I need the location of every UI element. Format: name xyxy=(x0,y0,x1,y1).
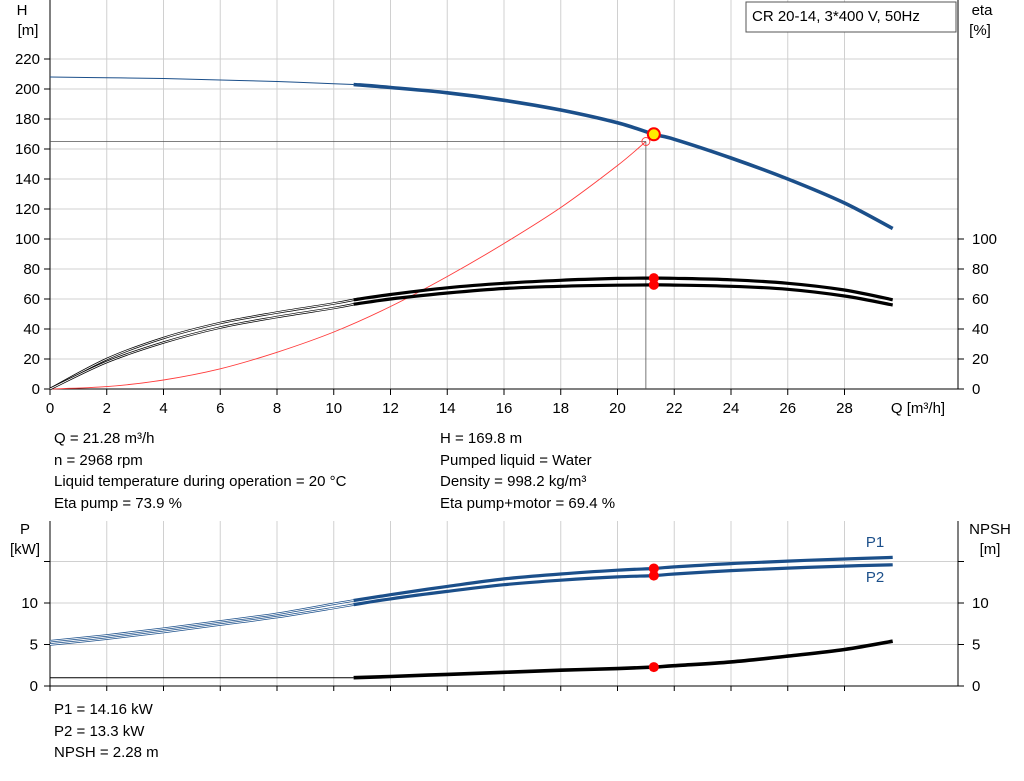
info-npsh: NPSH = 2.28 m xyxy=(54,744,159,761)
eta-tick-label-5: 100 xyxy=(972,231,997,248)
h-tick-label-2: 40 xyxy=(23,321,40,338)
p2-curve-thin-inner xyxy=(49,604,354,645)
info-density: Density = 998.2 kg/m³ xyxy=(440,473,587,490)
bottom-chart-grid xyxy=(50,521,958,686)
x-tick-label-11: 22 xyxy=(666,400,683,417)
bottom-chart-ticks: 0 5 10 0 5 10 xyxy=(21,561,989,695)
x-tick-label-7: 14 xyxy=(439,400,456,417)
reference-point-marker xyxy=(641,137,651,146)
h-tick-label-9: 180 xyxy=(15,111,40,128)
info-eta-pump: Eta pump = 73.9 % xyxy=(54,494,182,512)
info-speed: n = 2968 rpm xyxy=(54,451,143,469)
eta-tick-label-3: 60 xyxy=(972,291,989,308)
x-tick-label-8: 16 xyxy=(496,400,513,417)
bottom-ylabel-right-1: NPSH xyxy=(969,521,1011,538)
p1-duty-marker xyxy=(648,563,659,574)
p-tick-label-1: 5 xyxy=(30,637,38,654)
npsh-duty-marker xyxy=(648,662,659,673)
head-curve-thin xyxy=(49,76,354,85)
eta-pump-curve-thick xyxy=(353,276,894,302)
info-bottom: P1 = 14.16 kW P2 = 13.3 kW NPSH = 2.28 m xyxy=(54,699,159,764)
top-ylabel-right-2: [%] xyxy=(969,22,991,39)
p1-curve-thin-inner xyxy=(49,600,354,642)
info-p2: P2 = 13.3 kW xyxy=(54,722,145,740)
info-flow: Q = 21.28 m³/h xyxy=(54,430,155,447)
top-chart-ticks: 0 2 4 6 8 10 12 14 16 18 20 22 24 26 28020406080100120… xyxy=(15,51,997,417)
x-tick-label-1: 2 xyxy=(103,400,111,417)
info-pumped-liquid: Pumped liquid = Water xyxy=(440,451,592,469)
h-tick-label-11: 220 xyxy=(15,51,40,68)
top-chart-curves xyxy=(49,76,894,391)
top-ylabel-left-1: H xyxy=(17,2,28,19)
x-tick-label-4: 8 xyxy=(273,400,281,417)
info-top-right: H = 169.8 m Pumped liquid = Water Densit… xyxy=(440,428,615,514)
info-head: H = 169.8 m xyxy=(440,430,523,447)
h-tick-label-0: 0 xyxy=(32,381,40,398)
info-top-left: Q = 21.28 m³/h n = 2968 rpm Liquid tempe… xyxy=(54,428,346,514)
p1-curve-thick xyxy=(353,555,893,603)
info-liquid-temperature: Liquid temperature during operation = 20… xyxy=(54,473,347,490)
h-tick-label-8: 160 xyxy=(15,141,40,158)
x-tick-label-3: 6 xyxy=(216,400,224,417)
h-tick-label-4: 80 xyxy=(23,261,40,278)
npsh-tick-label-0: 0 xyxy=(972,678,980,695)
h-tick-label-5: 100 xyxy=(15,231,40,248)
head-duty-marker xyxy=(646,127,661,142)
legend-box-text: CR 20-14, 3*400 V, 50Hz xyxy=(752,8,920,25)
duty-point-markers xyxy=(646,127,661,673)
bottom-ylabel-left-2: [kW] xyxy=(10,541,40,558)
npsh-tick-label-2: 10 xyxy=(972,595,989,612)
h-tick-label-7: 140 xyxy=(15,171,40,188)
eta-pump-motor-curve-thick xyxy=(353,283,893,307)
x-tick-label-13: 26 xyxy=(779,400,796,417)
bottom-chart-curves xyxy=(49,555,894,680)
x-tick-label-10: 20 xyxy=(609,400,626,417)
x-tick-label-14: 28 xyxy=(836,400,853,417)
system-curve xyxy=(49,141,647,390)
bottom-ylabel-left-1: P xyxy=(20,521,30,538)
h-tick-label-6: 120 xyxy=(15,201,40,218)
x-tick-label-6: 12 xyxy=(382,400,399,417)
p1-curve-thin-outer xyxy=(49,599,354,643)
x-tick-label-12: 24 xyxy=(723,400,740,417)
eta-tick-label-1: 20 xyxy=(972,351,989,368)
npsh-curve-thick xyxy=(353,639,894,680)
p1-series-label: P1 xyxy=(866,534,884,551)
top-chart-grid xyxy=(50,0,958,389)
p2-curve-thick xyxy=(353,563,893,607)
bottom-ylabel-right-2: [m] xyxy=(980,541,1001,558)
h-tick-label-3: 60 xyxy=(23,291,40,308)
p2-duty-marker xyxy=(648,570,659,581)
top-ylabel-left-2: [m] xyxy=(18,22,39,39)
x-tick-label-5: 10 xyxy=(325,400,342,417)
eta-tick-label-4: 80 xyxy=(972,261,989,278)
legend-box: CR 20-14, 3*400 V, 50Hz xyxy=(745,1,957,33)
eta-pump-motor-curve-thin-outer xyxy=(49,303,354,391)
top-xlabel: Q [m³/h] xyxy=(891,400,945,417)
p-tick-label-2: 10 xyxy=(21,595,38,612)
x-tick-label-2: 4 xyxy=(159,400,167,417)
head-curve-thick xyxy=(353,82,894,231)
eta-tick-label-2: 40 xyxy=(972,321,989,338)
eta-pump-motor-duty-marker xyxy=(648,279,659,290)
npsh-tick-label-1: 5 xyxy=(972,637,980,654)
p-tick-label-0: 0 xyxy=(30,678,38,695)
eta-pump-curve-thin-inner xyxy=(49,299,354,390)
x-tick-label-0: 0 xyxy=(46,400,54,417)
eta-tick-label-0: 0 xyxy=(972,381,980,398)
info-p1: P1 = 14.16 kW xyxy=(54,701,153,718)
h-tick-label-1: 20 xyxy=(23,351,40,368)
eta-pump-motor-curve-thin-inner xyxy=(49,303,354,390)
top-ylabel-right-1: eta xyxy=(972,2,994,19)
h-tick-label-10: 200 xyxy=(15,81,40,98)
p2-series-label: P2 xyxy=(866,569,884,586)
info-eta-pump-motor: Eta pump+motor = 69.4 % xyxy=(440,494,616,512)
x-tick-label-9: 18 xyxy=(552,400,569,417)
